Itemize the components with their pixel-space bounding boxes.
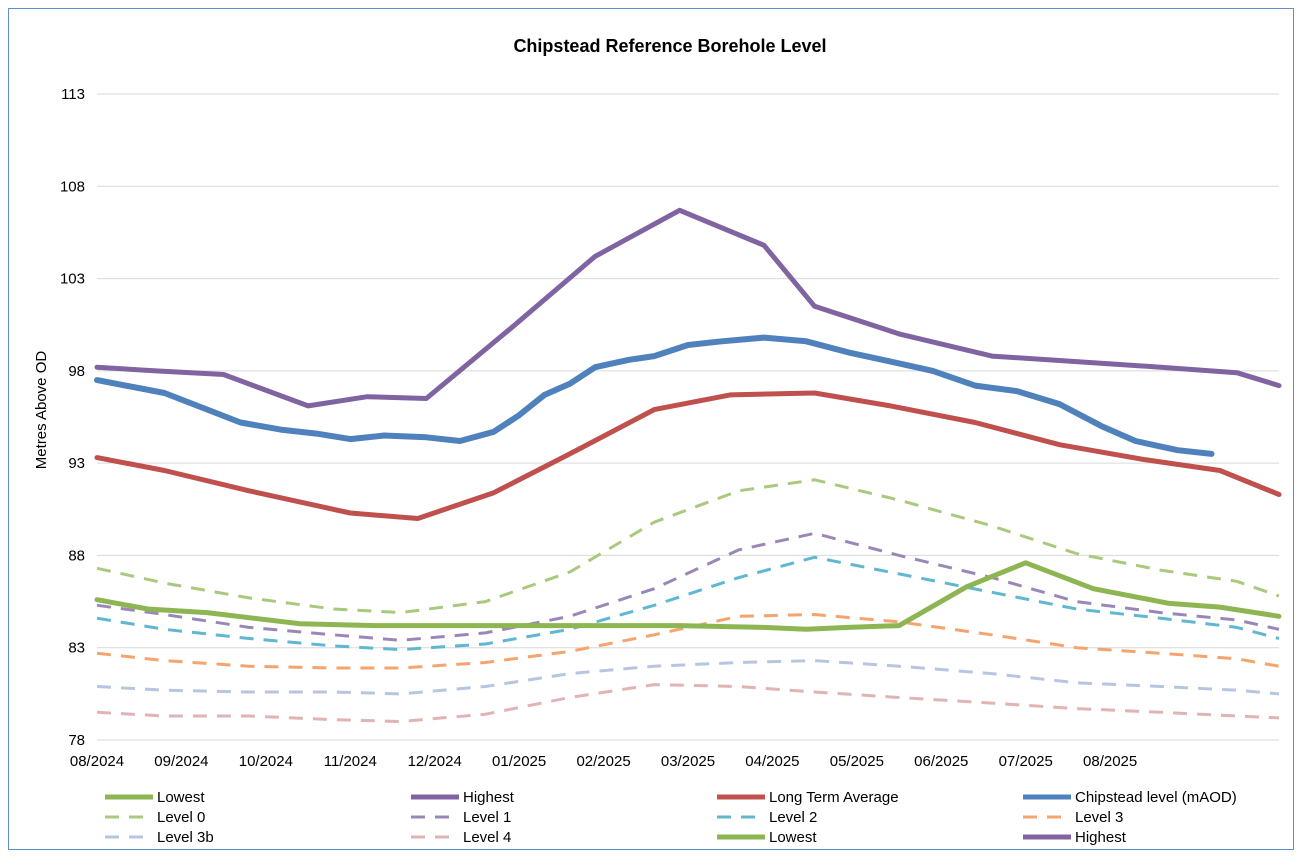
legend-label: Lowest [157,789,205,806]
x-tick-label: 05/2025 [830,753,884,770]
series-line-level-2 [96,555,1280,652]
y-tick-labels: 78 83 88 93 98 103 108 113 [60,86,85,749]
series-line-level-1 [96,531,1280,642]
legend-label: Level 3b [157,829,214,846]
y-tick-label: 93 [68,455,85,472]
x-tick-label: 12/2024 [408,753,462,770]
x-tick-label: 04/2025 [745,753,799,770]
x-tick-label: 10/2024 [239,753,293,770]
legend-label: Chipstead level (mAOD) [1075,789,1237,806]
x-tick-label: 08/2025 [1083,753,1137,770]
legend-label: Highest [463,789,515,806]
series-line-level-0 [96,478,1280,615]
y-tick-label: 88 [68,547,85,564]
series-line-highest [94,207,1282,409]
legend-label: Level 2 [769,809,817,826]
chart-title: Chipstead Reference Borehole Level [513,36,826,56]
y-tick-label: 83 [68,640,85,657]
series-line-level-3b [96,659,1280,696]
y-tick-label: 113 [61,86,85,103]
series-line-level-4 [96,683,1280,723]
legend-label: Long Term Average [769,789,899,806]
legend-label: Level 1 [463,809,511,826]
y-tick-label: 78 [68,732,85,749]
y-tick-label: 98 [68,363,85,380]
legend: Lowest Highest Long Term Average Chipstead … [105,789,1237,846]
y-axis-label: Metres Above OD [33,351,50,470]
legend-label: Lowest [769,829,817,846]
legend-label: Level 4 [463,829,511,846]
x-tick-label: 08/2024 [70,753,124,770]
series-line-chipstead-level-maod [94,334,1215,457]
x-tick-label: 03/2025 [661,753,715,770]
x-tick-label: 11/2024 [324,753,377,770]
y-tick-label: 103 [60,271,85,288]
x-tick-label: 09/2024 [154,753,208,770]
series-line-lowest [94,560,1282,632]
x-tick-label: 07/2025 [999,753,1053,770]
legend-label: Level 0 [157,809,205,826]
x-tick-label: 02/2025 [576,753,630,770]
y-tick-label: 108 [60,178,85,195]
legend-label: Highest [1075,829,1127,846]
series-lines [94,207,1282,723]
x-tick-label: 01/2025 [492,753,546,770]
grid-lines [97,93,1279,741]
series-line-long-term-average [94,390,1282,521]
x-tick-label: 06/2025 [914,753,968,770]
legend-label: Level 3 [1075,809,1123,826]
x-tick-labels: 08/2024 09/2024 10/2024 11/2024 12/2024 01/20… [70,753,1137,770]
